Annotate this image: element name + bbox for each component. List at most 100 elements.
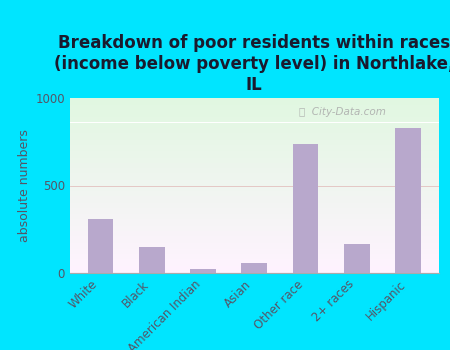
Bar: [70, 196, 439, 198]
Bar: [70, 102, 439, 103]
Bar: [70, 217, 439, 219]
Bar: [70, 256, 439, 257]
Bar: [70, 203, 439, 205]
Bar: [70, 175, 439, 177]
Bar: [70, 140, 439, 142]
Bar: [70, 224, 439, 226]
Bar: [70, 236, 439, 238]
Bar: [70, 262, 439, 264]
Bar: [70, 168, 439, 170]
Bar: [70, 238, 439, 240]
Bar: [70, 252, 439, 254]
Bar: [70, 266, 439, 268]
Bar: [70, 234, 439, 236]
Bar: [70, 149, 439, 150]
Bar: [70, 264, 439, 266]
Bar: [70, 247, 439, 248]
Bar: [70, 257, 439, 259]
Bar: [70, 116, 439, 117]
Title: Breakdown of poor residents within races
(income below poverty level) in Northla: Breakdown of poor residents within races…: [54, 34, 450, 94]
Bar: [70, 124, 439, 126]
Bar: [70, 173, 439, 175]
Bar: [70, 220, 439, 222]
Bar: [70, 215, 439, 217]
Bar: [344, 244, 369, 273]
Bar: [70, 186, 439, 187]
Bar: [70, 144, 439, 145]
Bar: [70, 254, 439, 256]
Bar: [70, 172, 439, 173]
Bar: [70, 248, 439, 250]
Bar: [70, 189, 439, 191]
Bar: [70, 142, 439, 143]
Bar: [70, 178, 439, 180]
Bar: [70, 243, 439, 245]
Bar: [70, 107, 439, 108]
Bar: [70, 208, 439, 210]
Bar: [70, 250, 439, 252]
Bar: [70, 177, 439, 178]
Bar: [70, 271, 439, 273]
Bar: [70, 130, 439, 131]
Bar: [70, 219, 439, 220]
Bar: [139, 247, 165, 273]
Bar: [70, 199, 439, 201]
Bar: [70, 105, 439, 107]
Bar: [70, 214, 439, 215]
Bar: [70, 112, 439, 114]
Bar: [70, 100, 439, 101]
Bar: [70, 205, 439, 206]
Bar: [70, 161, 439, 163]
Bar: [70, 126, 439, 128]
Bar: [70, 201, 439, 203]
Bar: [70, 240, 439, 242]
Bar: [292, 144, 318, 273]
Bar: [70, 182, 439, 184]
Bar: [70, 117, 439, 119]
Bar: [70, 268, 439, 270]
Bar: [70, 145, 439, 147]
Bar: [70, 233, 439, 234]
Bar: [70, 226, 439, 228]
Bar: [70, 121, 439, 122]
Bar: [242, 263, 267, 273]
Bar: [70, 228, 439, 229]
Bar: [70, 154, 439, 156]
Bar: [70, 194, 439, 196]
Bar: [70, 138, 439, 140]
Bar: [70, 119, 439, 121]
Bar: [70, 210, 439, 212]
Bar: [70, 270, 439, 271]
Bar: [70, 122, 439, 124]
Bar: [70, 158, 439, 159]
Bar: [190, 269, 216, 273]
Bar: [70, 135, 439, 136]
Bar: [70, 163, 439, 164]
Bar: [70, 229, 439, 231]
Bar: [70, 152, 439, 154]
Bar: [70, 245, 439, 247]
Bar: [70, 259, 439, 261]
Bar: [70, 108, 439, 110]
Bar: [70, 170, 439, 172]
Bar: [70, 261, 439, 262]
Bar: [70, 150, 439, 152]
Bar: [70, 241, 439, 243]
Bar: [70, 180, 439, 182]
Text: ⓘ  City-Data.com: ⓘ City-Data.com: [298, 107, 385, 117]
Bar: [70, 184, 439, 186]
Bar: [70, 156, 439, 158]
Bar: [70, 103, 439, 105]
Bar: [88, 219, 113, 273]
Bar: [70, 164, 439, 166]
Bar: [70, 231, 439, 233]
Bar: [70, 159, 439, 161]
Bar: [70, 193, 439, 194]
Y-axis label: absolute numbers: absolute numbers: [18, 129, 31, 242]
Bar: [70, 133, 439, 135]
Bar: [70, 191, 439, 192]
Bar: [70, 147, 439, 149]
Bar: [70, 131, 439, 133]
Bar: [70, 110, 439, 112]
Bar: [70, 136, 439, 138]
